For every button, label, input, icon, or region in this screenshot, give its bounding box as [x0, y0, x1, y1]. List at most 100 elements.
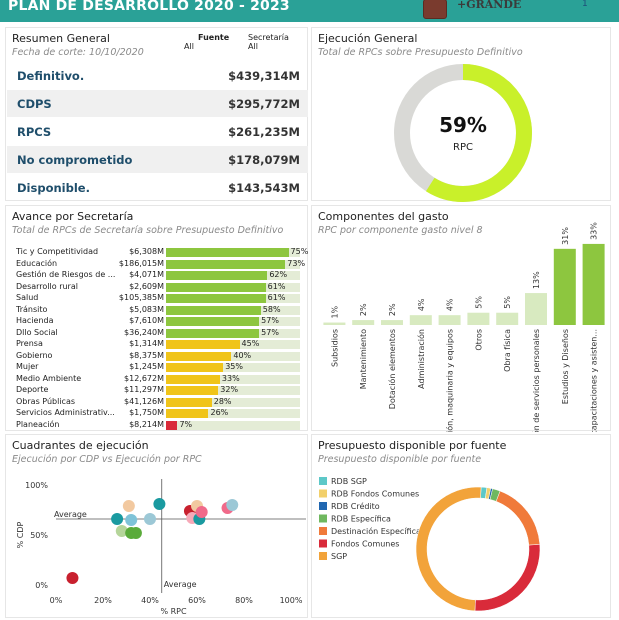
secretaria-amount: $2,609M: [129, 281, 164, 291]
secretaria-row: Medio Ambiente $12,672M 33%: [10, 374, 310, 385]
secretaria-name: Tic y Competitividad: [16, 247, 99, 256]
donut-slice[interactable]: [415, 486, 482, 612]
legend-swatch: [319, 552, 327, 560]
component-bar: [582, 243, 605, 325]
secretaria-bar: [166, 305, 261, 315]
secretaria-bar: [166, 248, 289, 257]
secretaria-bar: [166, 340, 240, 349]
secretaria-row: Tránsito $5,083M 58%: [10, 305, 310, 316]
page-title-text: PLAN DE DESARROLLO: [8, 0, 190, 14]
secretaria-bar: [166, 386, 219, 395]
component-category-label: Convenios, capacitaciones y asisten...: [590, 329, 599, 432]
component-bar: [467, 312, 490, 325]
component-value-label: 4%: [446, 298, 455, 311]
donut-slice[interactable]: [474, 544, 541, 612]
legend-swatch: [319, 527, 327, 535]
secretaria-bar-track: [166, 420, 300, 430]
secretaria-bar: [166, 374, 220, 384]
ejecucion-title: Ejecución General: [318, 32, 418, 45]
donut-slice[interactable]: [495, 490, 541, 546]
legend-label: RDB Fondos Comunes: [331, 490, 419, 499]
cuadrantes-panel: Cuadrantes de ejecución Ejecución por CD…: [5, 434, 308, 618]
secretaria-name: Dllo Social: [16, 327, 58, 337]
secretaria-name: Desarrollo rural: [16, 281, 78, 291]
scatter-point[interactable]: [144, 513, 156, 525]
scatter-x-tick: 100%: [280, 596, 303, 605]
secretaria-row: Hacienda $7,610M 57%: [10, 316, 310, 327]
secretaria-filter[interactable]: Secretaría All: [248, 33, 289, 51]
legend-swatch: [319, 539, 327, 548]
component-category-label: Dotación elementos: [387, 329, 397, 409]
resumen-title: Resumen General: [12, 32, 110, 45]
component-bar: [553, 248, 576, 325]
secretaria-row: Planeación $8,214M 7%: [10, 420, 310, 431]
secretaria-bar: [166, 271, 268, 280]
secretaria-filter-label: Secretaría: [248, 33, 289, 42]
gauge-center-label: RPC: [453, 142, 473, 153]
component-category-label: Estudios y Diseños: [561, 329, 570, 404]
secretaria-bar: [166, 351, 232, 361]
secretaria-row: Mujer $1,245M 35%: [10, 362, 310, 373]
component-category-label: Mantenimiento: [359, 329, 368, 389]
secretaria-row: Salud $105,385M 61%: [10, 293, 310, 304]
gauge-percent: 59%: [439, 113, 487, 137]
scatter-point[interactable]: [122, 500, 135, 512]
scatter-x-tick: 20%: [94, 596, 112, 605]
cuadrantes-subtitle: Ejecución por CDP vs Ejecución por RPC: [12, 454, 202, 465]
component-category-label: Subsidios: [330, 329, 339, 367]
secretaria-name: Educación: [16, 258, 58, 268]
secretaria-filter-value: All: [248, 42, 258, 51]
scatter-y-tick: 0%: [35, 581, 48, 590]
summary-value: $261,235M: [228, 125, 300, 139]
scatter-point[interactable]: [115, 525, 128, 537]
summary-row-definitivo: Definitivo. $439,314M: [7, 62, 308, 89]
component-category-label: Administración: [416, 329, 426, 389]
secretaria-row: Deporte $11,297M 32%: [10, 385, 310, 396]
secretaria-name: Salud: [16, 293, 39, 302]
secretaria-name: Medio Ambiente: [16, 373, 82, 383]
componentes-subtitle: RPC por componente gasto nivel 8: [318, 225, 483, 236]
secretaria-bar: [166, 259, 286, 269]
component-bar: [409, 315, 432, 325]
secretaria-row: Dllo Social $36,240M 57%: [10, 328, 310, 339]
ejecucion-panel: Ejecución General Total de RPCs sobre Pr…: [311, 27, 611, 202]
secretaria-amount: $12,672M: [124, 373, 164, 383]
secretaria-amount: $1,245M: [129, 362, 164, 371]
legend-label: RDB Específica: [331, 515, 391, 524]
component-category-label: Dotación, maquinaria y equipos: [445, 329, 455, 432]
fuente-filter[interactable]: Fuente All: [184, 33, 229, 51]
secretaria-pct-label: 57%: [261, 327, 279, 337]
scatter-point[interactable]: [111, 513, 124, 525]
secretaria-title: Avance por Secretaría: [12, 210, 134, 223]
scatter-point[interactable]: [226, 499, 239, 511]
scatter-point[interactable]: [195, 506, 208, 518]
secretaria-amount: $6,308M: [129, 247, 164, 256]
coat-of-arms-icon: [423, 0, 447, 19]
summary-label: CDPS: [17, 97, 52, 111]
scatter-point[interactable]: [129, 527, 142, 539]
component-value-label: 2%: [388, 303, 397, 316]
secretaria-row: Educación $186,015M 73%: [10, 259, 310, 270]
secretaria-pct-label: 58%: [262, 304, 281, 314]
scatter-point[interactable]: [66, 572, 79, 584]
secretaria-pct-label: 33%: [221, 373, 240, 383]
secretaria-pct-label: 26%: [210, 408, 229, 417]
scatter-x-tick: 40%: [141, 596, 159, 605]
scatter-point[interactable]: [153, 498, 166, 510]
page-title-years: 2020 - 2023: [194, 0, 290, 14]
resumen-date: Fecha de corte: 10/10/2020: [12, 47, 144, 58]
secretaria-pct-label: 75%: [290, 247, 309, 256]
scatter-point[interactable]: [125, 514, 138, 526]
fuente-title: Presupuesto disponible por fuente: [318, 439, 507, 452]
legend-label: RDB Crédito: [331, 501, 380, 511]
resumen-panel: Resumen General Fecha de corte: 10/10/20…: [5, 27, 308, 201]
secretaria-name: Deporte: [16, 385, 49, 394]
component-value-label: 2%: [359, 303, 368, 316]
secretaria-pct-label: 45%: [241, 339, 260, 348]
secretaria-amount: $8,375M: [129, 350, 164, 360]
secretaria-bar-track: [166, 363, 300, 372]
scatter-x-tick: 60%: [188, 596, 206, 605]
fuente-panel: Presupuesto disponible por fuente Presup…: [311, 434, 611, 618]
componentes-panel: Componentes del gasto RPC por componente…: [311, 205, 611, 432]
secretaria-name: Prensa: [16, 339, 43, 348]
